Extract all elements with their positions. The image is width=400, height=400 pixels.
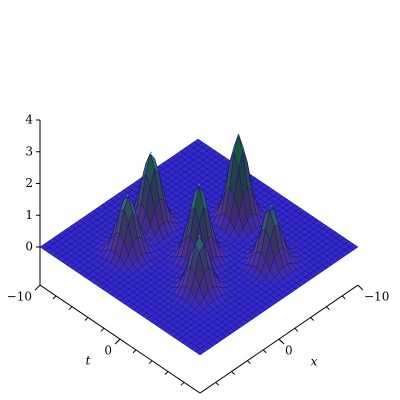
x-tick-label: 0 xyxy=(285,344,293,358)
minor-tick xyxy=(84,317,89,321)
minor-tick xyxy=(341,295,346,300)
z-tick-label: 0 xyxy=(25,240,33,254)
minor-tick xyxy=(310,317,314,321)
t-tick-label: −10 xyxy=(7,290,32,304)
minor-tick xyxy=(180,381,185,386)
x-tick-label: −10 xyxy=(364,290,389,304)
x-axis-title: x xyxy=(311,355,318,369)
minor-tick xyxy=(164,371,169,375)
minor-tick xyxy=(132,349,137,354)
x-tick xyxy=(357,284,364,291)
surface-patch xyxy=(195,348,205,356)
t-tick xyxy=(114,338,121,345)
minor-tick xyxy=(68,306,73,311)
t-tick-label: 0 xyxy=(104,344,112,358)
minor-tick xyxy=(215,381,220,386)
minor-tick xyxy=(247,360,251,365)
minor-tick xyxy=(294,327,299,332)
peak xyxy=(198,183,200,186)
minor-tick xyxy=(52,295,57,300)
z-tick-label: 4 xyxy=(25,113,33,127)
t-tick xyxy=(34,284,41,291)
z-tick-label: 3 xyxy=(25,144,33,158)
peak xyxy=(198,235,201,238)
minor-tick xyxy=(231,371,235,375)
t-axis-title: t xyxy=(86,354,91,368)
z-tick-label: 2 xyxy=(25,176,33,190)
z-tick-label: 1 xyxy=(25,208,33,222)
minor-tick xyxy=(326,306,330,311)
peak xyxy=(150,151,152,154)
minor-tick xyxy=(100,327,105,332)
peak xyxy=(126,194,129,197)
minor-tick xyxy=(262,349,267,354)
minor-tick xyxy=(148,360,153,365)
peak xyxy=(269,205,272,207)
x-tick xyxy=(278,338,285,345)
peak xyxy=(237,133,240,136)
